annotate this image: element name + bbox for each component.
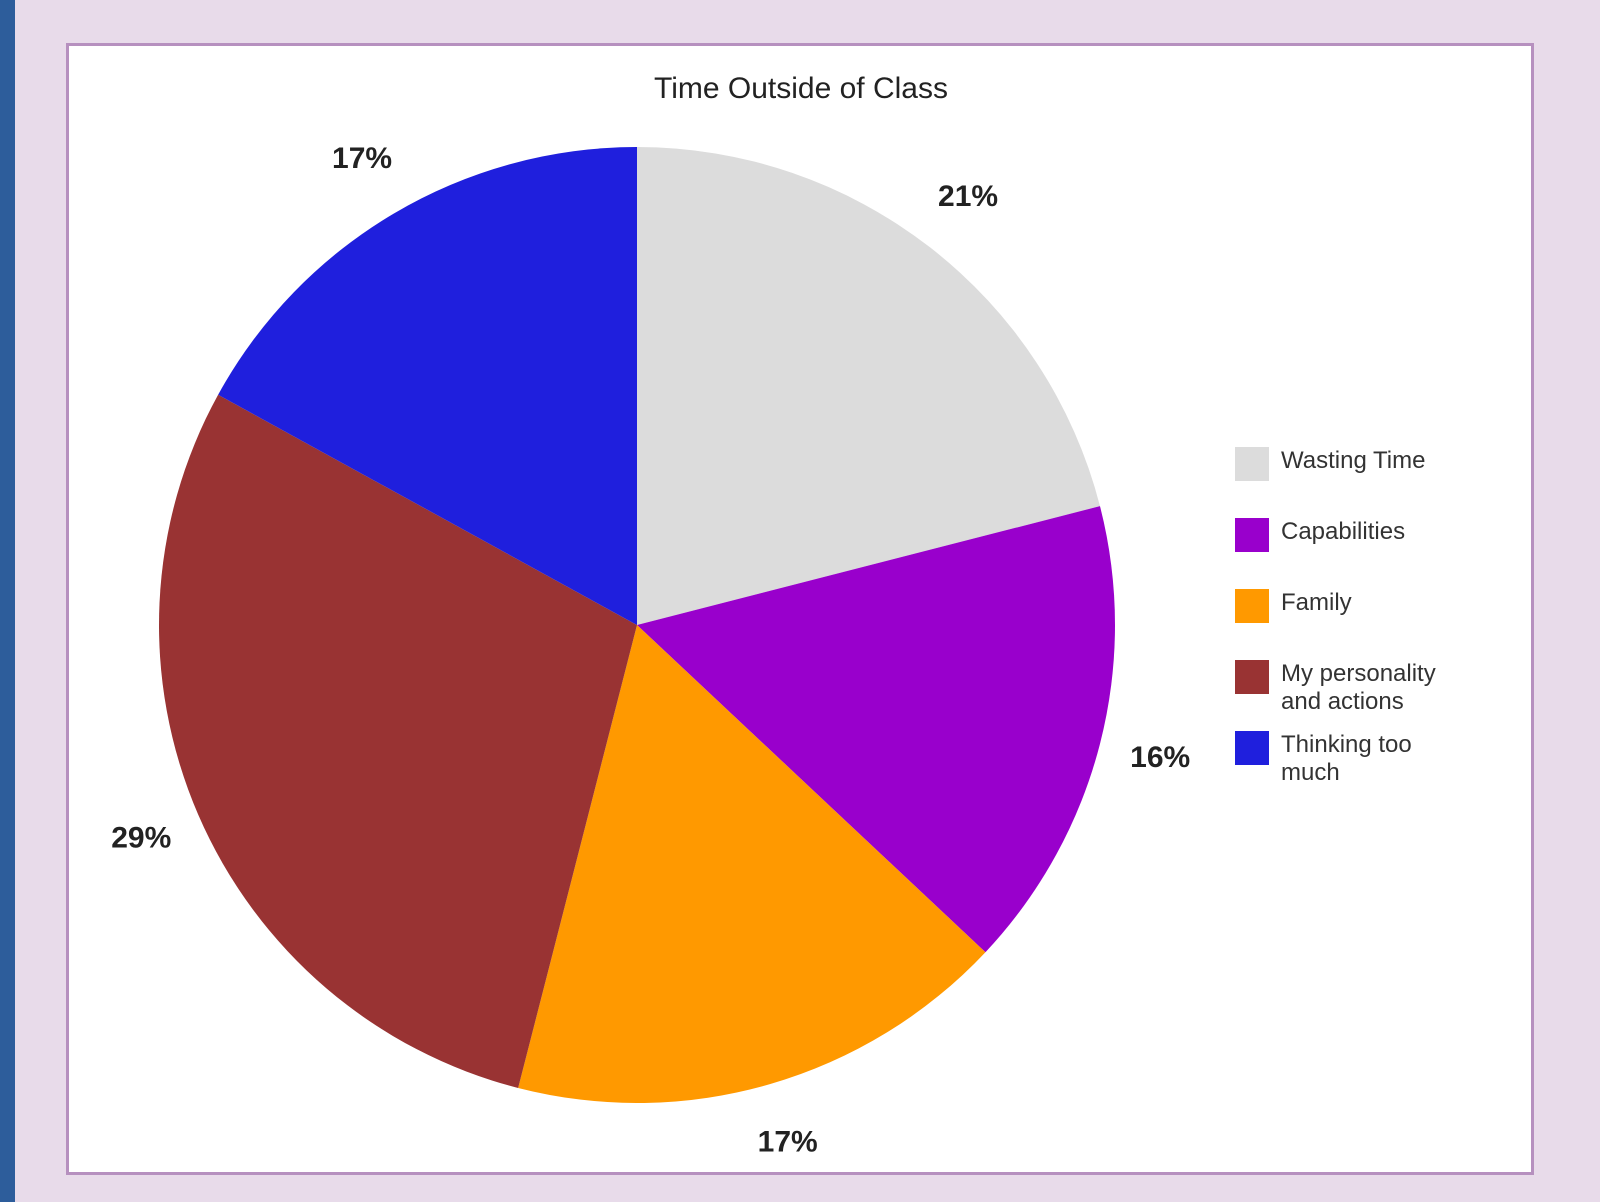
pie-slice xyxy=(637,506,1115,953)
data-label: 29% xyxy=(111,821,171,854)
legend-swatch xyxy=(1235,731,1269,765)
legend-label: Capabilities xyxy=(1281,518,1406,545)
legend-swatch xyxy=(1235,589,1269,623)
chart-title: Time Outside of Class xyxy=(654,72,948,105)
pie-slice xyxy=(218,146,637,625)
legend-swatch xyxy=(1235,660,1269,694)
legend-swatch xyxy=(1235,447,1269,481)
side-stripe xyxy=(0,0,15,1202)
legend-item: Capabilities xyxy=(1235,518,1461,552)
data-label: 16% xyxy=(1130,741,1190,774)
data-label: 17% xyxy=(758,1126,818,1159)
legend-item: Family xyxy=(1235,589,1461,623)
legend-item: Wasting Time xyxy=(1235,447,1461,481)
pie-slice xyxy=(637,147,1100,625)
legend-item: Thinking too much xyxy=(1235,731,1461,787)
data-label: 21% xyxy=(938,180,998,213)
legend-label: Wasting Time xyxy=(1281,447,1426,474)
pie-slice xyxy=(518,625,986,1103)
legend-item: My personality and actions xyxy=(1235,660,1461,716)
legend-swatch xyxy=(1235,518,1269,552)
data-label: 17% xyxy=(332,142,392,175)
legend-label: Thinking too much xyxy=(1281,731,1412,786)
legend-label: My personality and actions xyxy=(1281,660,1436,715)
pie-slice xyxy=(159,394,637,1088)
legend-label: Family xyxy=(1281,589,1352,616)
